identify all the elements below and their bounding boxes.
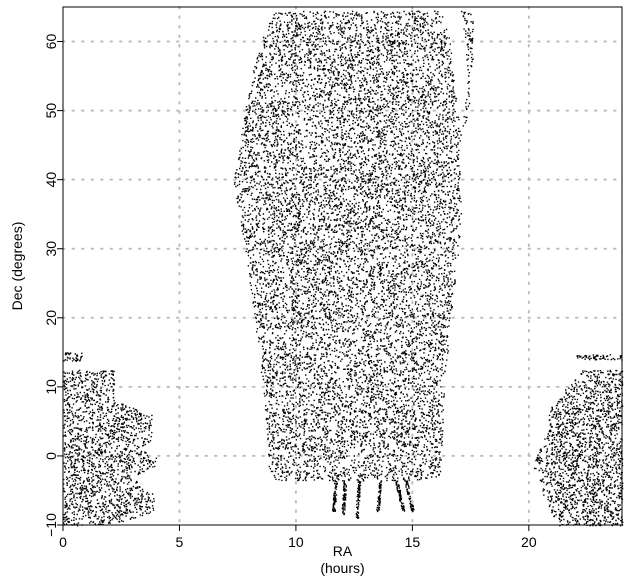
x-tick-label: 5 [176,534,184,550]
y-tick-label: 50 [43,103,59,119]
y-tick-label: 10 [43,379,59,395]
x-tick-label: 15 [405,534,421,550]
y-axis-label: Dec (degrees) [9,222,25,311]
y-axis-ticks: −10 0 10 20 30 40 50 60 [43,34,63,537]
y-tick-label: 60 [43,34,59,50]
x-tick-label: 10 [288,534,304,550]
x-axis-label: RA [333,543,353,559]
y-tick-label: 20 [43,310,59,326]
plot-frame [62,6,623,526]
x-axis-unit-label: (hours) [320,560,364,576]
y-tick-label: −10 [43,513,59,537]
scatter-point-cloud [63,10,624,527]
x-tick-label: 20 [521,534,537,550]
y-tick-label: 30 [43,241,59,257]
scatter-points [63,10,624,527]
x-axis-ticks: 0 5 10 15 20 [59,525,537,550]
y-tick-label: 0 [43,452,59,460]
y-tick-label: 40 [43,172,59,188]
grid-lines [62,6,623,526]
x-tick-label: 0 [59,534,67,550]
